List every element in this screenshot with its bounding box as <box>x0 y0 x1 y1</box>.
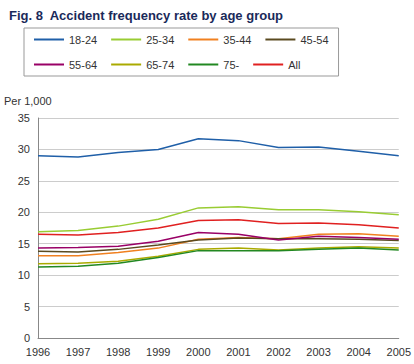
svg-text:2002: 2002 <box>266 346 290 358</box>
svg-text:2003: 2003 <box>306 346 330 358</box>
svg-text:10: 10 <box>18 269 30 281</box>
svg-text:18-24: 18-24 <box>69 34 97 46</box>
svg-text:1998: 1998 <box>106 346 130 358</box>
svg-text:1999: 1999 <box>146 346 170 358</box>
svg-text:55-64: 55-64 <box>69 59 97 71</box>
svg-text:5: 5 <box>24 301 30 313</box>
svg-text:20: 20 <box>18 206 30 218</box>
svg-text:2004: 2004 <box>346 346 370 358</box>
svg-text:45-54: 45-54 <box>300 34 328 46</box>
svg-text:35-44: 35-44 <box>223 34 251 46</box>
svg-text:35: 35 <box>18 112 30 124</box>
svg-text:0: 0 <box>24 332 30 344</box>
svg-text:75-: 75- <box>223 59 239 71</box>
svg-text:25-34: 25-34 <box>146 34 174 46</box>
svg-text:2005: 2005 <box>387 346 411 358</box>
svg-text:All: All <box>288 59 300 71</box>
svg-text:Per 1,000: Per 1,000 <box>4 95 52 107</box>
svg-text:Fig. 8 Accident frequency rat: Fig. 8 Accident frequency rate by age gr… <box>9 8 283 23</box>
svg-text:2001: 2001 <box>226 346 250 358</box>
svg-text:2000: 2000 <box>186 346 210 358</box>
svg-text:65-74: 65-74 <box>146 59 174 71</box>
svg-text:1997: 1997 <box>66 346 90 358</box>
svg-text:1996: 1996 <box>26 346 50 358</box>
svg-text:15: 15 <box>18 238 30 250</box>
svg-text:25: 25 <box>18 175 30 187</box>
svg-text:30: 30 <box>18 143 30 155</box>
